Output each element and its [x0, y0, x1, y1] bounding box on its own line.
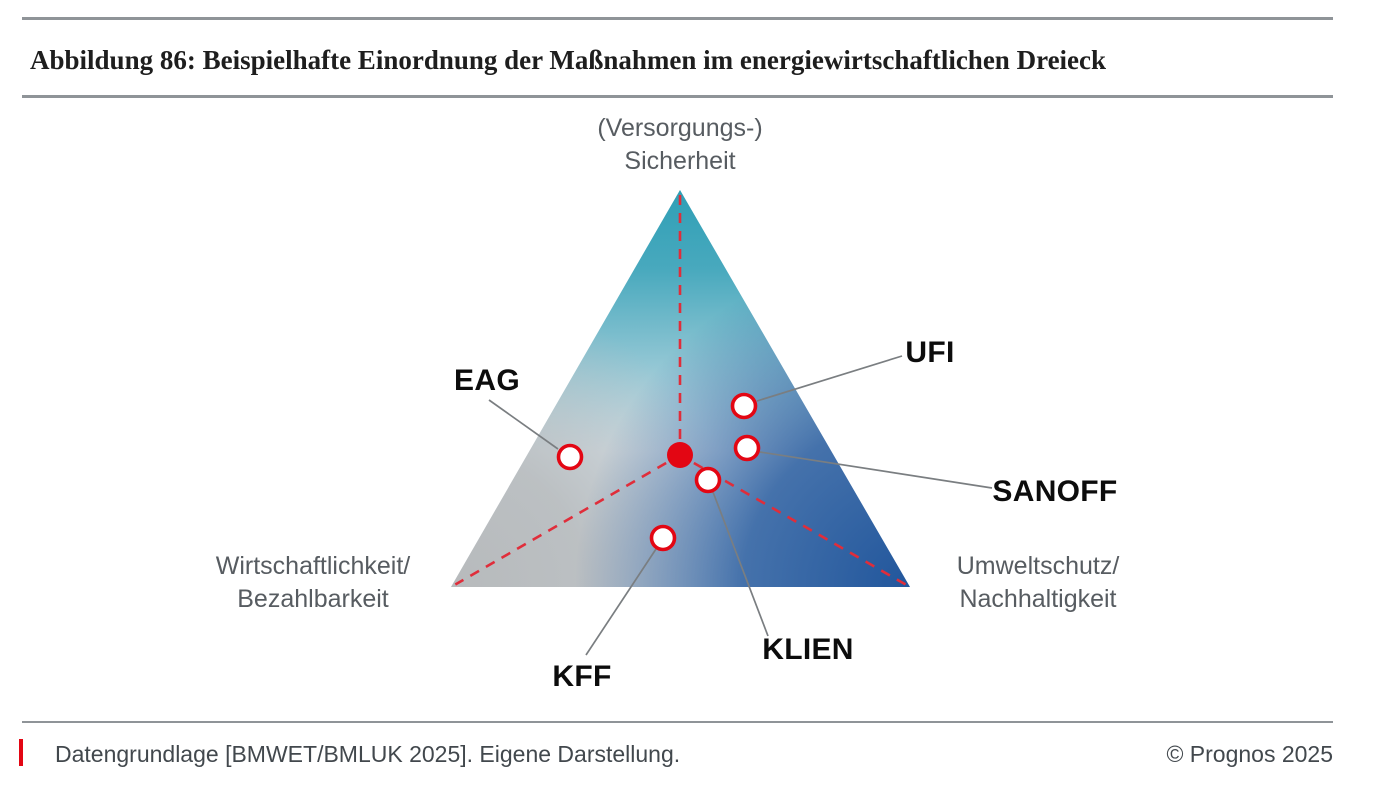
leader-line-ufi	[756, 355, 903, 402]
leader-line-kff	[585, 548, 657, 656]
marker-ufi	[730, 392, 758, 420]
top-rule	[22, 17, 1333, 20]
marker-kff	[649, 524, 677, 552]
axis-affordability	[454, 461, 667, 586]
figure-title: Abbildung 86: Beispielhafte Einordnung d…	[30, 45, 1107, 75]
leader-line-klien	[712, 491, 769, 637]
leader-line-eag	[488, 399, 559, 450]
footer-rule	[22, 721, 1333, 723]
triangle-blue-shade	[451, 190, 910, 587]
source-note: Datengrundlage [BMWET/BMLUK 2025]. Eigen…	[55, 741, 681, 767]
title-rule	[22, 95, 1333, 98]
marker-eag	[556, 443, 584, 471]
marker-center	[667, 442, 693, 468]
leader-line-sanoff	[759, 451, 993, 489]
footer-accent-bar	[19, 739, 23, 766]
copyright-note: © Prognos 2025	[1166, 741, 1333, 767]
marker-sanoff	[733, 434, 761, 462]
axis-sustainability	[693, 461, 907, 586]
marker-klien	[694, 466, 722, 494]
